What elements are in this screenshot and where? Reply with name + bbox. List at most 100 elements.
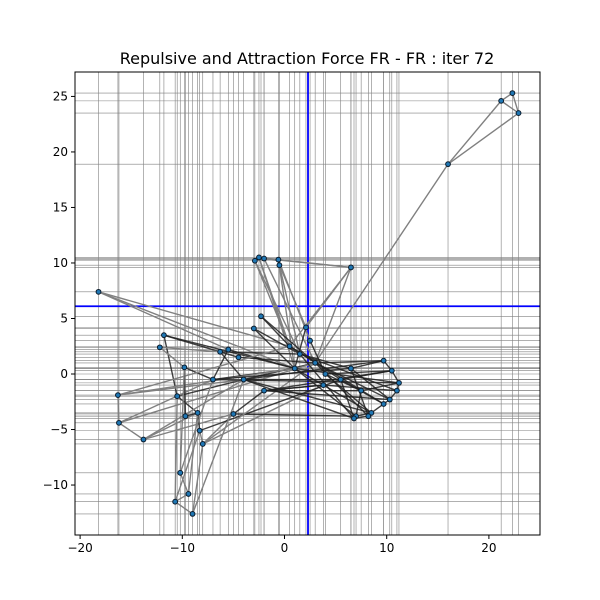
graph-edge: [361, 382, 400, 392]
graph-edge: [500, 100, 519, 114]
axes: [74, 71, 541, 536]
graph-edge: [174, 501, 193, 515]
graph-node: [258, 313, 264, 320]
graph-edge: [254, 260, 301, 355]
graph-edge: [258, 257, 296, 369]
y-tick-label: 10: [53, 256, 68, 270]
y-axis-ticks: −10 −5 0 5 10 15 20 25: [43, 89, 75, 492]
graph-node: [386, 396, 393, 403]
graph-edge: [212, 349, 229, 380]
graph-nodes: [95, 90, 522, 517]
chart-title: Repulsive and Attraction Force FR - FR :…: [120, 49, 495, 68]
graph-node: [251, 257, 258, 264]
graph-edge: [243, 378, 372, 414]
graph-edge: [143, 378, 244, 441]
graph-edge: [314, 163, 449, 364]
plot-frame: [74, 71, 541, 536]
graph-node: [380, 401, 387, 407]
graph-edge: [233, 413, 357, 417]
graph-node: [116, 419, 122, 426]
graph-edge: [258, 256, 352, 269]
graph-edge: [118, 378, 214, 424]
graph-edge: [143, 412, 198, 441]
graph-edge: [278, 265, 301, 355]
x-tick-label: −20: [67, 541, 92, 555]
graph-node: [261, 255, 267, 262]
graph-edge: [191, 443, 204, 515]
graph-edge: [263, 369, 392, 392]
y-tick-label: −5: [50, 423, 68, 437]
graph-node: [291, 365, 298, 372]
y-tick-label: 15: [53, 200, 68, 214]
graph-node: [275, 256, 282, 263]
x-tick-label: −10: [170, 541, 195, 555]
graph-node: [261, 387, 267, 394]
graph-node: [181, 364, 188, 371]
graph-node: [172, 498, 179, 505]
graph-node: [217, 348, 224, 355]
graph-node: [161, 332, 167, 339]
graph-node: [348, 365, 354, 372]
graph-edge: [143, 413, 234, 441]
graph-node: [296, 351, 303, 357]
graph-node: [140, 436, 147, 443]
graph-node: [240, 376, 247, 383]
graph-edge: [179, 367, 186, 473]
graph-edge: [98, 291, 229, 351]
graph-edge: [232, 390, 265, 415]
graph-node: [445, 161, 451, 168]
graph-edge: [447, 100, 502, 165]
graph-node: [230, 411, 237, 417]
graph-edges: [98, 92, 520, 515]
graph-edge: [118, 362, 316, 424]
graph-node: [322, 371, 329, 377]
y-tick-label: 20: [53, 145, 68, 159]
graph-edge: [220, 351, 300, 355]
graph-node: [312, 360, 319, 366]
y-tick-label: 0: [60, 367, 68, 381]
graph-edge: [98, 291, 295, 370]
y-tick-label: 25: [53, 89, 68, 103]
x-tick-label: 0: [281, 541, 289, 555]
graph-edge: [253, 327, 296, 369]
graph-edge: [174, 430, 201, 502]
graph-edge: [199, 378, 341, 432]
graph-edge: [323, 384, 397, 392]
graph-edge: [117, 345, 290, 396]
graph-edge: [315, 359, 384, 364]
graph-edge: [159, 346, 221, 353]
y-tick-label: −10: [43, 478, 68, 492]
graph-node: [199, 441, 206, 447]
graph-edge: [184, 366, 214, 381]
graph-edge: [174, 396, 178, 502]
graph-edge: [305, 266, 352, 328]
graph-node: [358, 387, 365, 394]
graph-node: [250, 325, 257, 332]
x-axis-ticks: −20 −10 0 10 20: [67, 535, 497, 555]
graph-node: [276, 262, 283, 269]
graph-edge: [118, 422, 144, 441]
graph-node: [115, 392, 121, 399]
graph-edge: [98, 291, 290, 347]
graph-edge: [179, 472, 190, 495]
graph-node: [303, 324, 309, 331]
graph-edge: [447, 112, 519, 165]
center-lines: [75, 72, 540, 535]
graph-edge: [264, 389, 390, 401]
graph-node: [194, 409, 201, 416]
graph-node: [307, 337, 313, 344]
graph-node: [185, 491, 192, 497]
graph-node: [394, 387, 400, 394]
graph-edge: [243, 378, 355, 420]
graph-node: [396, 379, 402, 386]
x-tick-label: 20: [481, 541, 496, 555]
graph-edge: [191, 379, 245, 515]
graph-node: [174, 393, 181, 400]
graph-edge: [253, 327, 301, 355]
graph-node: [95, 288, 102, 295]
graph-node: [380, 357, 387, 364]
graph-node: [515, 110, 522, 116]
graph-edge: [254, 260, 291, 347]
graph-node: [365, 413, 372, 420]
graph-edge: [278, 264, 307, 328]
